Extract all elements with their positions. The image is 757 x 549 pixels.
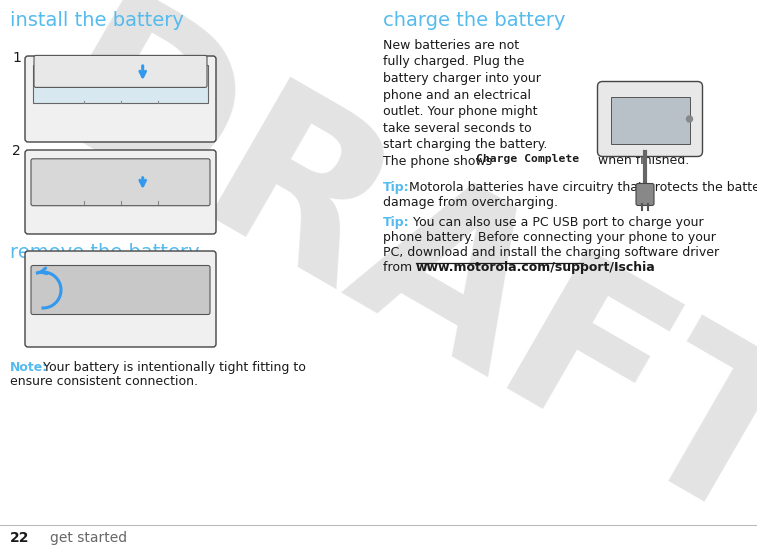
Text: You can also use a PC USB port to charge your: You can also use a PC USB port to charge…: [409, 216, 703, 229]
Text: start charging the battery.: start charging the battery.: [383, 138, 547, 151]
Text: 2: 2: [12, 144, 20, 158]
Text: charge the battery: charge the battery: [383, 11, 565, 30]
FancyBboxPatch shape: [25, 251, 216, 347]
FancyBboxPatch shape: [597, 81, 702, 156]
Text: from: from: [383, 261, 416, 274]
Text: take several seconds to: take several seconds to: [383, 121, 531, 135]
FancyBboxPatch shape: [25, 56, 216, 142]
Text: Charge Complete: Charge Complete: [476, 154, 579, 165]
Text: damage from overcharging.: damage from overcharging.: [383, 196, 558, 209]
Text: DRAFT: DRAFT: [7, 0, 757, 549]
FancyBboxPatch shape: [31, 159, 210, 206]
Text: New batteries are not: New batteries are not: [383, 39, 519, 52]
Text: .: .: [584, 261, 587, 274]
Text: remove the battery: remove the battery: [10, 243, 200, 262]
Text: ensure consistent connection.: ensure consistent connection.: [10, 375, 198, 388]
Text: Your battery is intentionally tight fitting to: Your battery is intentionally tight fitt…: [43, 361, 306, 374]
Text: The phone shows: The phone shows: [383, 154, 496, 167]
Text: 1: 1: [12, 51, 21, 65]
Text: phone battery. Before connecting your phone to your: phone battery. Before connecting your ph…: [383, 231, 716, 244]
Text: PC, download and install the charging software driver: PC, download and install the charging so…: [383, 246, 719, 259]
Text: outlet. Your phone might: outlet. Your phone might: [383, 105, 537, 118]
Text: fully charged. Plug the: fully charged. Plug the: [383, 55, 525, 69]
FancyBboxPatch shape: [636, 183, 654, 205]
Text: Motorola batteries have circuitry that protects the battery from: Motorola batteries have circuitry that p…: [409, 181, 757, 194]
Circle shape: [687, 116, 693, 122]
FancyBboxPatch shape: [25, 150, 216, 234]
FancyBboxPatch shape: [34, 55, 207, 87]
Bar: [33, 65, 208, 103]
FancyBboxPatch shape: [31, 266, 210, 315]
Text: Tip:: Tip:: [383, 181, 410, 194]
Text: get started: get started: [50, 531, 127, 545]
Text: battery charger into your: battery charger into your: [383, 72, 540, 85]
Text: www.motorola.com/support/Ischia: www.motorola.com/support/Ischia: [416, 261, 656, 274]
Text: Tip:: Tip:: [383, 216, 410, 229]
Text: 22: 22: [10, 531, 30, 545]
Text: phone and an electrical: phone and an electrical: [383, 88, 531, 102]
Text: install the battery: install the battery: [10, 11, 184, 30]
Bar: [610, 97, 690, 143]
Text: Note:: Note:: [10, 361, 48, 374]
Text: when finished.: when finished.: [594, 154, 690, 167]
